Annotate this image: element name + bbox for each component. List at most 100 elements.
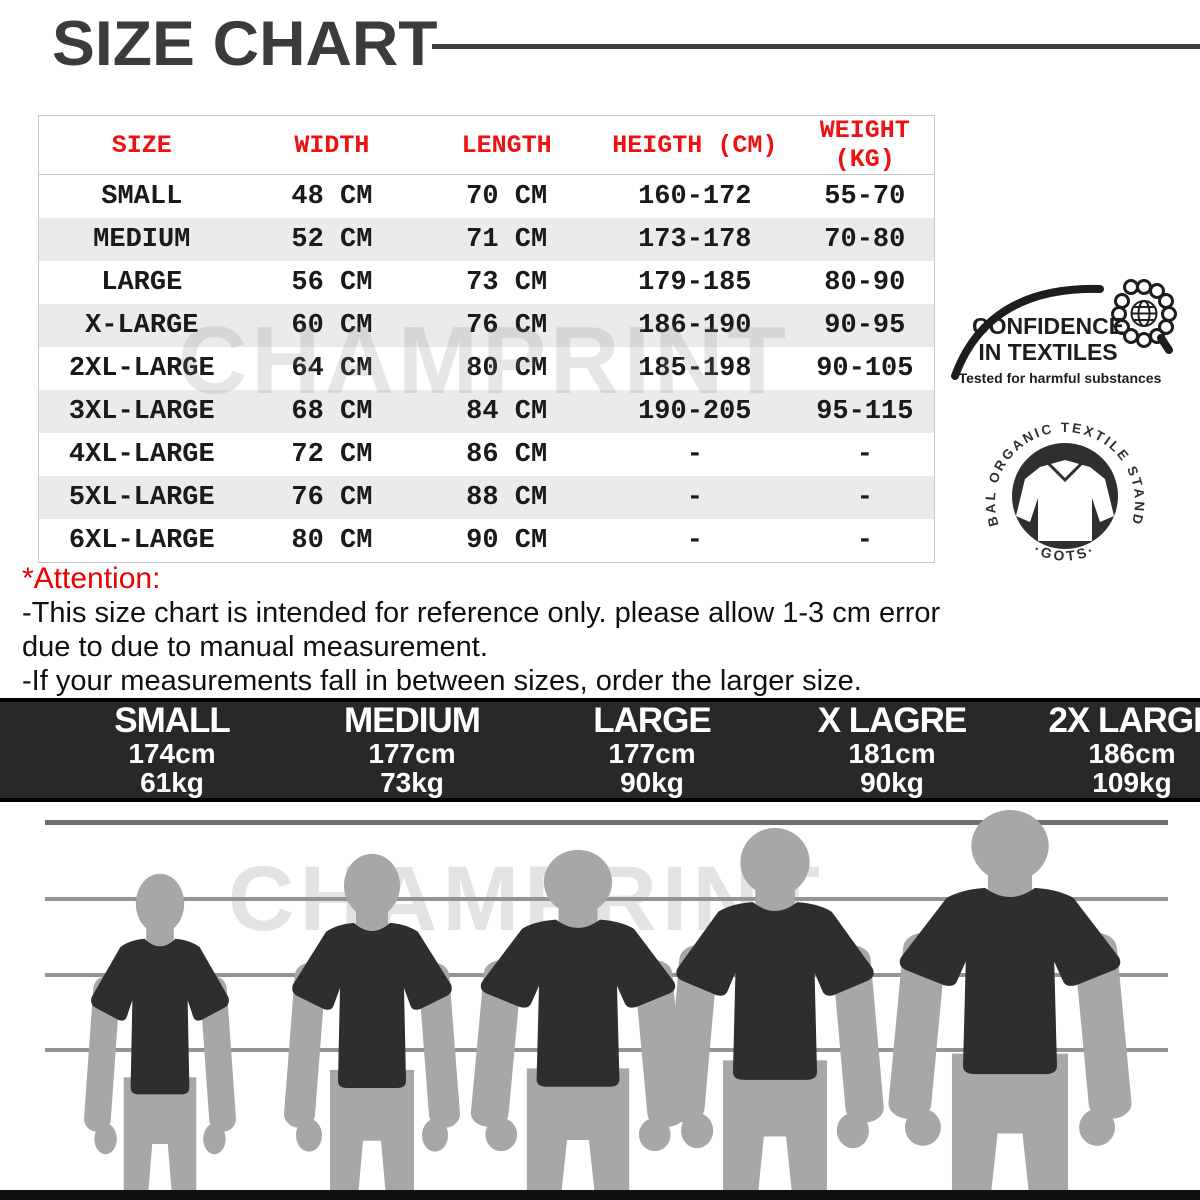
cell: 4XL-LARGE bbox=[68, 439, 215, 470]
attention-line: due to due to manual measurement. bbox=[22, 631, 488, 663]
page-title: SIZE CHART bbox=[52, 9, 438, 79]
cell: 160-172 bbox=[638, 181, 752, 212]
oeko-subtitle: Tested for harmful substances bbox=[959, 370, 1162, 386]
cell: 90-105 bbox=[816, 353, 914, 384]
cell: 70 CM bbox=[466, 181, 548, 212]
attention-heading: *Attention: bbox=[22, 562, 161, 595]
cell: 80 CM bbox=[291, 525, 373, 556]
cell: 186-190 bbox=[638, 310, 752, 341]
height-lineup: CHAMPRINT bbox=[0, 803, 1200, 1200]
cell: 76 CM bbox=[466, 310, 548, 341]
silhouette-2xlarge bbox=[887, 810, 1133, 1197]
model-size-small: SMALL 174cm 61kg bbox=[52, 701, 292, 798]
height-guide-line bbox=[45, 820, 1168, 825]
model-size-2xlarge: 2X LARGE 186cm 109kg bbox=[1012, 701, 1200, 798]
cell: 173-178 bbox=[638, 224, 752, 255]
col-header-height: HEIGTH (CM) bbox=[594, 115, 796, 175]
cell: - bbox=[686, 482, 703, 513]
cell: 70-80 bbox=[824, 224, 906, 255]
confidence-in-textiles-badge: CONFIDENCE IN TEXTILES Tested for harmfu… bbox=[951, 279, 1177, 386]
cell: 60 CM bbox=[291, 310, 373, 341]
model-size-large: LARGE 177cm 90kg bbox=[532, 701, 772, 798]
svg-text:·GOTS·: ·GOTS· bbox=[1032, 541, 1099, 564]
cell: 2XL-LARGE bbox=[68, 353, 215, 384]
table-row: 2XL-LARGE 64 CM 80 CM 185-198 90-105 bbox=[39, 347, 935, 390]
gots-shirt-icon bbox=[1016, 460, 1114, 541]
table-row: SMALL 48 CM 70 CM 160-172 55-70 bbox=[39, 175, 935, 219]
table-header-row: SIZE WIDTH LENGTH HEIGTH (CM) WEIGHT (KG… bbox=[38, 115, 935, 175]
cell: - bbox=[856, 525, 873, 556]
model-weight: 109kg bbox=[1092, 767, 1172, 798]
model-size-bar: SMALL 174cm 61kg MEDIUM 177cm 73kg LARGE… bbox=[0, 698, 1200, 802]
cell: - bbox=[686, 439, 703, 470]
model-height: 174cm bbox=[128, 738, 216, 769]
rosette-globe-icon bbox=[1111, 279, 1177, 354]
title-rule bbox=[432, 44, 1200, 49]
table-row: 5XL-LARGE 76 CM 88 CM - - bbox=[38, 476, 935, 519]
oeko-line2: IN TEXTILES bbox=[978, 339, 1117, 365]
model-size-label: X LAGRE bbox=[817, 701, 968, 740]
col-header-weight: WEIGHT (KG) bbox=[795, 115, 935, 175]
cell: 88 CM bbox=[466, 482, 548, 513]
model-weight: 90kg bbox=[620, 767, 684, 798]
cell: 64 CM bbox=[291, 353, 373, 384]
model-size-label: MEDIUM bbox=[344, 701, 481, 740]
cell: 73 CM bbox=[466, 267, 548, 298]
cell: X-LARGE bbox=[85, 310, 199, 341]
model-height: 177cm bbox=[368, 738, 456, 769]
attention-line: -This size chart is intended for referen… bbox=[22, 597, 941, 629]
cell: 90 CM bbox=[466, 525, 548, 556]
model-height: 186cm bbox=[1088, 738, 1176, 769]
cell: 71 CM bbox=[466, 224, 548, 255]
attention-note: *Attention: -This size chart is intended… bbox=[22, 562, 940, 698]
table-row: X-LARGE 60 CM 76 CM 186-190 90-95 bbox=[38, 304, 935, 347]
cell: - bbox=[856, 439, 873, 470]
cell: 76 CM bbox=[291, 482, 373, 513]
cell: 80 CM bbox=[466, 353, 548, 384]
cell: 72 CM bbox=[291, 439, 373, 470]
model-height: 181cm bbox=[848, 738, 936, 769]
cell: MEDIUM bbox=[93, 224, 191, 255]
cell: - bbox=[686, 525, 703, 556]
model-size-xlarge: X LAGRE 181cm 90kg bbox=[772, 701, 1012, 798]
gots-bottom-text: ·GOTS· bbox=[1032, 541, 1096, 564]
cell: 55-70 bbox=[824, 181, 906, 212]
table-row: 3XL-LARGE 68 CM 84 CM 190-205 95-115 bbox=[38, 390, 935, 433]
col-header-width: WIDTH bbox=[244, 115, 420, 175]
cell: SMALL bbox=[101, 181, 183, 212]
model-size-label: LARGE bbox=[593, 701, 712, 740]
silhouette-small bbox=[83, 873, 237, 1197]
cell: 52 CM bbox=[291, 224, 373, 255]
col-header-length: LENGTH bbox=[419, 115, 595, 175]
model-weight: 61kg bbox=[140, 767, 204, 798]
cell: 3XL-LARGE bbox=[68, 396, 215, 427]
table-row: 4XL-LARGE 72 CM 86 CM - - bbox=[39, 433, 935, 476]
model-size-label: 2X LARGE bbox=[1048, 701, 1200, 740]
cell: 56 CM bbox=[291, 267, 373, 298]
size-table-grid: SIZE WIDTH LENGTH HEIGTH (CM) WEIGHT (KG… bbox=[38, 115, 935, 563]
table-row: LARGE 56 CM 73 CM 179-185 80-90 bbox=[39, 261, 935, 304]
gots-badge: GLOBAL ORGANIC TEXTILE STANDARD ·GOTS· bbox=[972, 400, 1145, 564]
table-row: 6XL-LARGE 80 CM 90 CM - - bbox=[39, 519, 935, 563]
model-weight: 90kg bbox=[860, 767, 924, 798]
cell: 80-90 bbox=[824, 267, 906, 298]
cell: 95-115 bbox=[816, 396, 914, 427]
oeko-line1: CONFIDENCE bbox=[972, 313, 1124, 339]
model-size-medium: MEDIUM 177cm 73kg bbox=[292, 701, 532, 798]
size-table: CHAMPRINT SIZE WIDTH LENGTH HEIGTH (CM) … bbox=[38, 115, 935, 563]
cell: 84 CM bbox=[466, 396, 548, 427]
cell: 48 CM bbox=[291, 181, 373, 212]
cell: 179-185 bbox=[638, 267, 752, 298]
cell: 185-198 bbox=[638, 353, 752, 384]
cell: 86 CM bbox=[466, 439, 548, 470]
cell: LARGE bbox=[101, 267, 183, 298]
attention-line: -If your measurements fall in between si… bbox=[22, 665, 862, 697]
col-header-size: SIZE bbox=[38, 115, 245, 175]
cell: 68 CM bbox=[291, 396, 373, 427]
model-size-label: SMALL bbox=[114, 701, 231, 740]
cell: 6XL-LARGE bbox=[68, 525, 215, 556]
cell: 5XL-LARGE bbox=[68, 482, 215, 513]
cell: - bbox=[856, 482, 873, 513]
cell: 90-95 bbox=[824, 310, 906, 341]
